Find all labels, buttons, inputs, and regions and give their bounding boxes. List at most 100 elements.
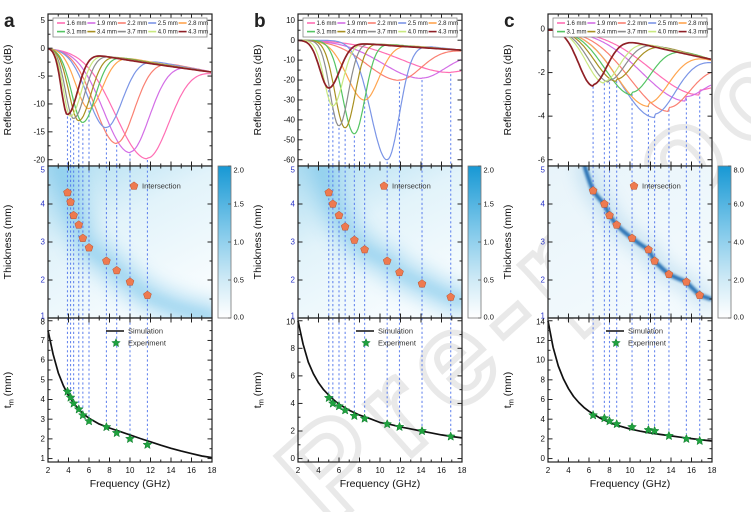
x-tick-label: 14 [417, 466, 426, 475]
reflection-loss-plot: 0 -2 -4 -6 Reflection loss (dB) 1.6 mm 1.9 mm 2… [502, 13, 713, 167]
rl-curve-3.7mm [548, 29, 712, 83]
experiment-star [333, 400, 345, 411]
experiment-star [101, 421, 112, 432]
panel-letter: b [254, 11, 266, 32]
intersection-point [324, 188, 333, 197]
simulation-legend-label: Simulation [628, 327, 663, 336]
y-tick-label: 0 [541, 25, 546, 34]
legend-label: 3.4 mm [97, 30, 117, 36]
y-tick-label: 8 [541, 375, 546, 384]
y-tick-label: 10 [536, 356, 545, 365]
y-tick-label: 6 [291, 371, 296, 380]
reflection-loss-axis-label: Reflection loss (dB) [2, 44, 14, 135]
rl-curve-2.5mm [298, 39, 462, 161]
intersection-legend: Intersection [129, 181, 181, 191]
colorbar-tick-label: 0.0 [734, 313, 744, 322]
experiment-star [62, 386, 73, 396]
intersection-point [66, 197, 75, 206]
y-tick-label: 2 [291, 276, 296, 285]
y-tick-label: -6 [538, 155, 546, 164]
experiment-legend-marker [361, 337, 371, 348]
x-tick-label: 10 [626, 466, 635, 475]
intersection-point [328, 199, 338, 208]
intersection-legend-label: Intersection [642, 182, 681, 191]
intersection-point [395, 267, 404, 277]
experiment-star [694, 435, 705, 446]
experiment-star [604, 415, 615, 426]
y-tick-label: 5 [541, 166, 546, 175]
y-tick-label: 7 [41, 336, 46, 345]
x-tick-label: 8 [357, 466, 362, 475]
x-tick-label: 12 [396, 466, 405, 475]
y-tick-label: 6 [41, 356, 46, 365]
experiment-legend-label: Experiment [628, 339, 667, 348]
intersection-point [69, 210, 78, 220]
legend-label: 4.0 mm [408, 30, 428, 36]
experiment-star [681, 433, 692, 444]
band-inner [55, 166, 212, 318]
intersection-point [588, 186, 598, 195]
x-tick-label: 4 [566, 466, 571, 475]
thickness-axis-label: Thickness (mm) [2, 205, 14, 280]
legend-label: 2.2 mm [627, 21, 647, 27]
experiment-star [359, 413, 370, 423]
legend-label: 2.2 mm [127, 21, 147, 27]
frequency-axis-label: Frequency (GHz) [340, 478, 421, 490]
reflection-loss-plot: 10 0 -10 -20 -30 -40 -50 -60 Reflection loss (dB… [252, 13, 463, 167]
thickness-map-plot: 5 4 3 2 1 Thickness (mm) Intersection [502, 165, 713, 321]
y-tick-label: 3 [41, 238, 46, 247]
legend-label: 1.9 mm [597, 21, 617, 27]
x-tick-label: 18 [458, 466, 467, 475]
tm-legend: Simulation Experiment [606, 327, 667, 348]
x-tick-label: 12 [646, 466, 655, 475]
x-tick-label: 16 [437, 466, 446, 475]
legend-label: 2.2 mm [377, 21, 397, 27]
y-tick-label: 1 [41, 312, 46, 321]
tm-legend: Simulation Experiment [356, 327, 417, 348]
experiment-star [643, 424, 654, 435]
legend-label: 1.9 mm [347, 21, 367, 27]
experiment-legend-label: Experiment [128, 339, 167, 348]
y-tick-label: -10 [33, 100, 45, 109]
intersection-point [340, 222, 350, 231]
intersection-point [605, 210, 614, 220]
experiment-star [142, 439, 153, 450]
y-tick-label: -2 [538, 68, 546, 77]
y-tick-label: 4 [41, 200, 46, 209]
experiment-star [83, 415, 95, 426]
y-tick-label: -10 [283, 56, 295, 65]
reflection-loss-axis-label: Reflection loss (dB) [502, 44, 514, 135]
rl-curve-1.6mm [298, 39, 462, 74]
y-tick-label: -50 [283, 135, 295, 144]
experiment-star [382, 418, 393, 429]
y-tick-label: 2 [541, 434, 546, 443]
x-tick-label: 2 [46, 466, 51, 475]
x-tick-label: 2 [296, 466, 301, 475]
x-tick-label: 8 [607, 466, 612, 475]
intersection-legend-marker [129, 181, 139, 190]
legend-label: 4.0 mm [658, 30, 678, 36]
legend-label: 3.7 mm [127, 30, 147, 36]
y-tick-label: 8 [291, 344, 296, 353]
colorbar-tick-label: 1.5 [484, 200, 494, 209]
intersection-legend-label: Intersection [392, 182, 431, 191]
y-tick-label: 5 [41, 16, 46, 25]
legend-label: 3.4 mm [347, 30, 367, 36]
experiment-star [588, 409, 599, 420]
colorbar-tick-label: 0.0 [484, 313, 494, 322]
intersection-legend-marker [379, 181, 389, 190]
x-tick-label: 8 [107, 466, 112, 475]
intersection-legend: Intersection [629, 181, 681, 191]
x-tick-label: 2 [546, 466, 551, 475]
y-tick-label: -15 [33, 127, 45, 136]
rl-curve-3.7mm [298, 39, 462, 127]
experiment-legend-marker [111, 337, 121, 348]
colorbar-tick-label: 6.0 [734, 200, 744, 209]
y-tick-label: 4 [541, 200, 546, 209]
experiment-star [445, 431, 456, 441]
intersection-point [125, 277, 135, 286]
legend-label: 1.9 mm [97, 21, 117, 27]
